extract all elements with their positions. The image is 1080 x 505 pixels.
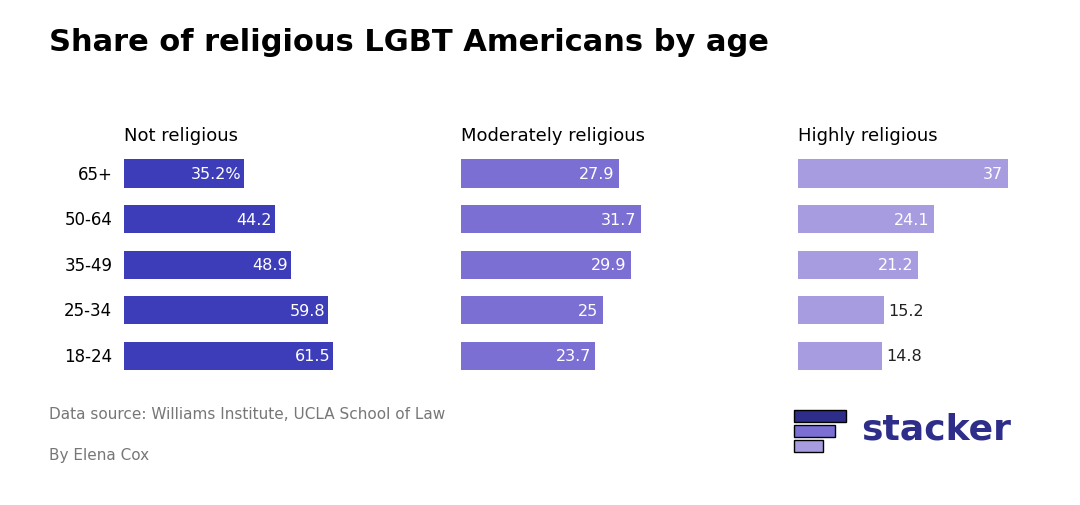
Text: 14.8: 14.8 — [887, 348, 922, 364]
Bar — [798, 251, 918, 279]
Bar — [461, 206, 640, 234]
Text: 31.7: 31.7 — [600, 212, 636, 227]
Bar — [124, 251, 291, 279]
Text: 35.2%: 35.2% — [190, 167, 241, 182]
Text: Not religious: Not religious — [124, 126, 239, 144]
Bar — [461, 160, 619, 188]
Bar — [124, 296, 327, 325]
Bar — [798, 342, 881, 370]
Text: Share of religious LGBT Americans by age: Share of religious LGBT Americans by age — [49, 28, 769, 57]
Bar — [461, 342, 595, 370]
Bar — [461, 251, 631, 279]
Text: stacker: stacker — [861, 411, 1011, 445]
Text: Moderately religious: Moderately religious — [461, 126, 645, 144]
Text: 15.2: 15.2 — [889, 303, 924, 318]
Text: Data source: Williams Institute, UCLA School of Law: Data source: Williams Institute, UCLA Sc… — [49, 407, 445, 422]
Bar — [798, 206, 934, 234]
Text: 27.9: 27.9 — [579, 167, 615, 182]
Text: 37: 37 — [983, 167, 1003, 182]
Text: 25: 25 — [578, 303, 598, 318]
Text: By Elena Cox: By Elena Cox — [49, 447, 149, 462]
Text: Highly religious: Highly religious — [798, 126, 937, 144]
Text: 24.1: 24.1 — [894, 212, 930, 227]
Text: 35-49: 35-49 — [65, 256, 112, 274]
Bar — [798, 160, 1008, 188]
Bar — [124, 206, 274, 234]
Bar — [124, 342, 334, 370]
Text: 23.7: 23.7 — [555, 348, 591, 364]
Bar — [124, 160, 244, 188]
Text: 59.8: 59.8 — [289, 303, 325, 318]
Text: 44.2: 44.2 — [237, 212, 272, 227]
Text: 21.2: 21.2 — [878, 258, 914, 273]
Text: 48.9: 48.9 — [253, 258, 288, 273]
Text: 65+: 65+ — [78, 165, 112, 183]
Text: 25-34: 25-34 — [64, 301, 112, 320]
Text: 18-24: 18-24 — [64, 347, 112, 365]
Bar — [798, 296, 885, 325]
Text: 61.5: 61.5 — [295, 348, 330, 364]
Text: 29.9: 29.9 — [591, 258, 626, 273]
Bar — [461, 296, 603, 325]
Text: 50-64: 50-64 — [65, 211, 112, 229]
